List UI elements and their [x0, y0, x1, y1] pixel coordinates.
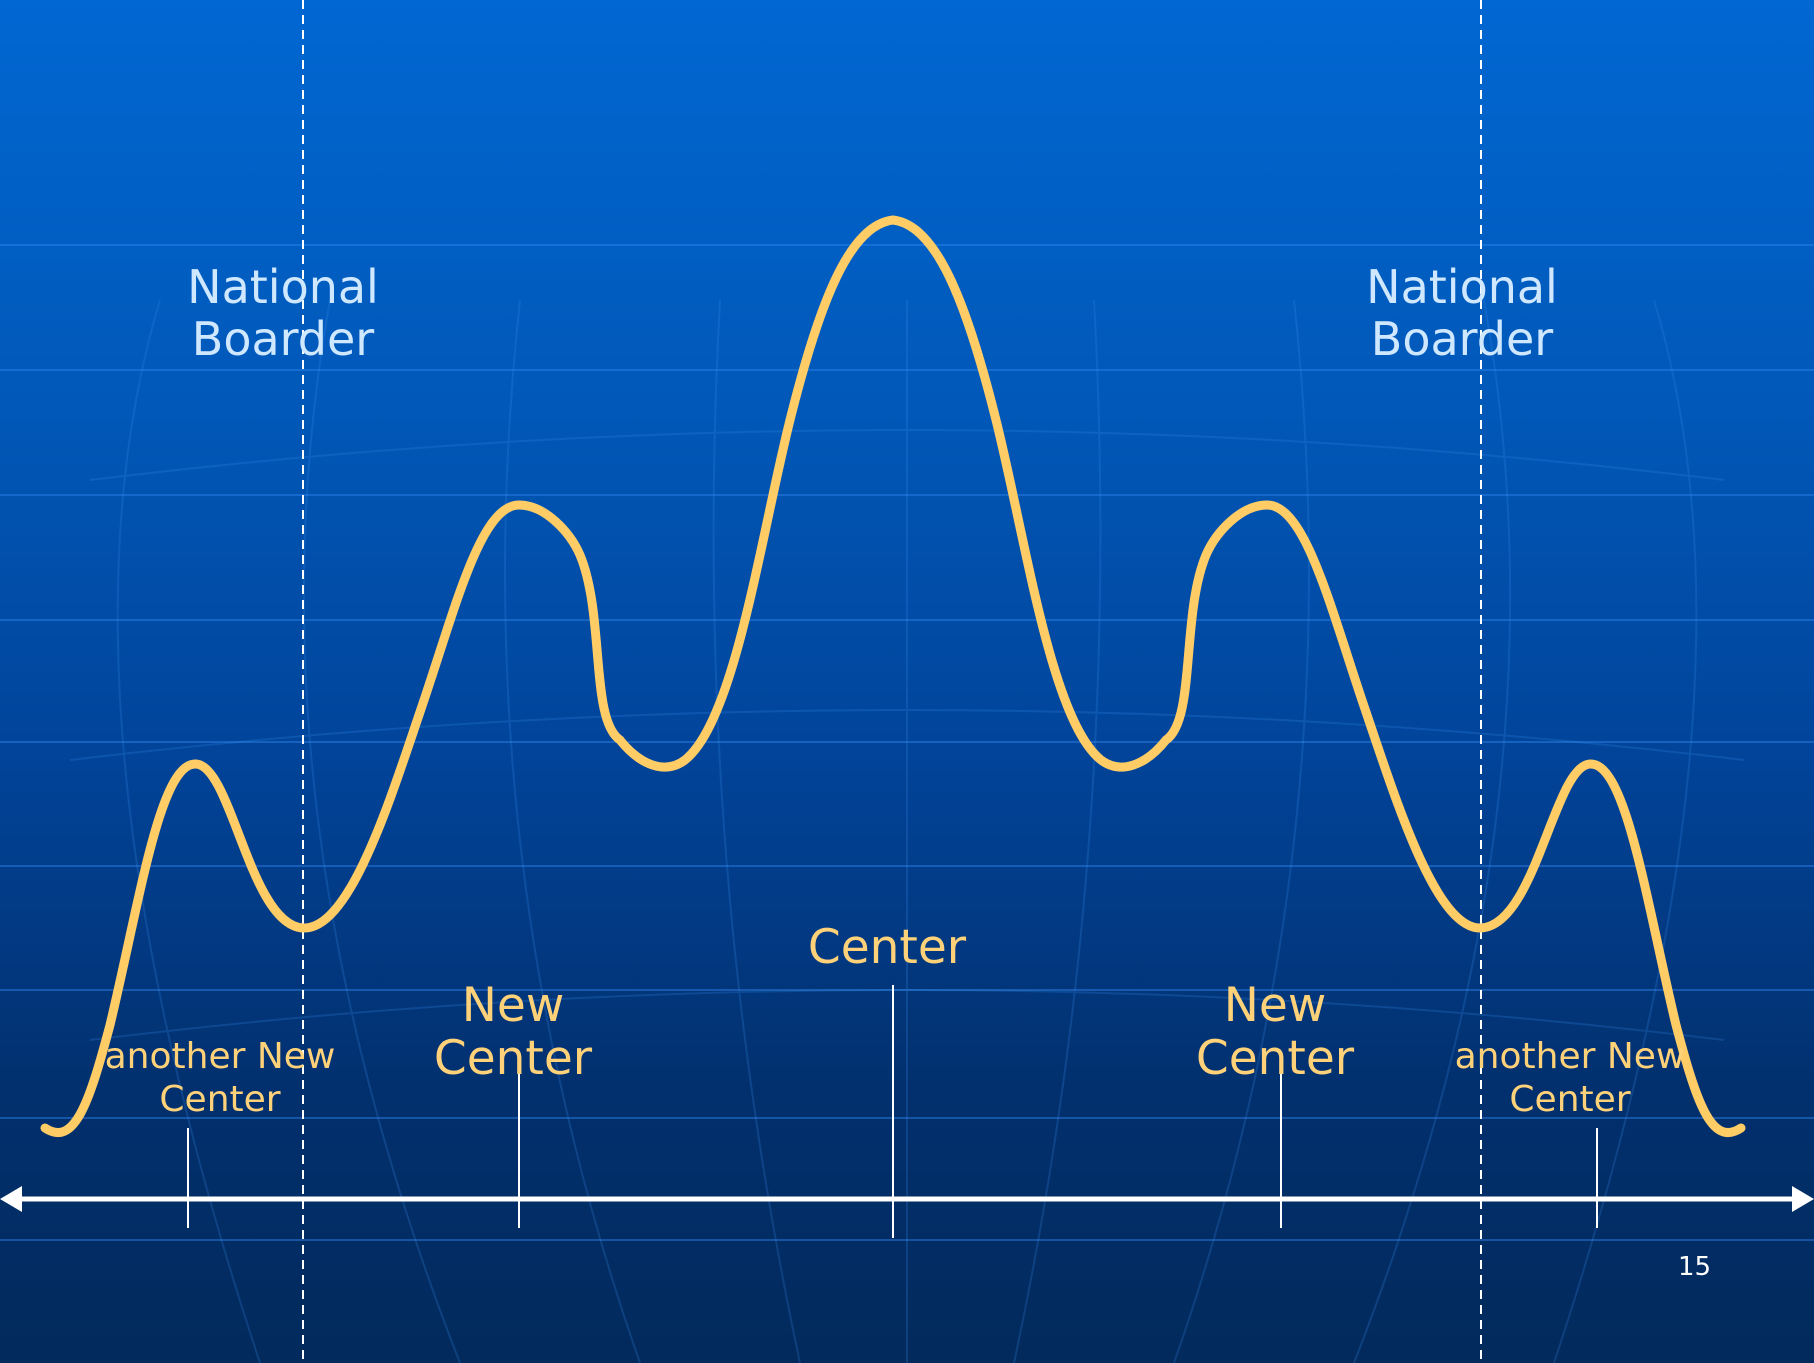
horizontal-axis	[0, 1186, 1814, 1212]
center-label-text: Center	[807, 920, 967, 975]
another-new-center-label-left-line1: another New	[104, 1036, 336, 1077]
national-border-label-right-line1: National	[1366, 260, 1558, 314]
axis-arrow-right-icon	[1792, 1186, 1814, 1212]
national-border-label-left: National Boarder	[187, 260, 379, 366]
another-new-center-label-left: another New Center	[105, 1035, 336, 1121]
new-center-label-left: New Center	[433, 978, 593, 1086]
new-center-label-left-line1: New	[461, 978, 565, 1033]
national-border-label-left-line1: National	[187, 260, 379, 314]
new-center-label-left-line2: Center	[433, 1030, 593, 1086]
another-new-center-label-right-line1: another New	[1454, 1036, 1686, 1077]
new-center-label-right-line2: Center	[1195, 1030, 1355, 1086]
another-new-center-label-right: another New Center	[1455, 1035, 1686, 1121]
new-center-label-right: New Center	[1195, 978, 1355, 1086]
center-label: Center	[807, 920, 967, 975]
national-border-label-left-line2: Boarder	[191, 311, 375, 366]
page-number: 15	[1678, 1252, 1712, 1282]
another-new-center-label-left-line2: Center	[159, 1079, 281, 1121]
another-new-center-label-right-line2: Center	[1509, 1079, 1631, 1121]
axis-arrow-left-icon	[0, 1186, 22, 1212]
new-center-label-right-line1: New	[1223, 978, 1327, 1033]
national-border-label-right: National Boarder	[1366, 260, 1558, 366]
population-density-curve	[40, 215, 1746, 1137]
national-border-label-right-line2: Boarder	[1370, 311, 1554, 366]
